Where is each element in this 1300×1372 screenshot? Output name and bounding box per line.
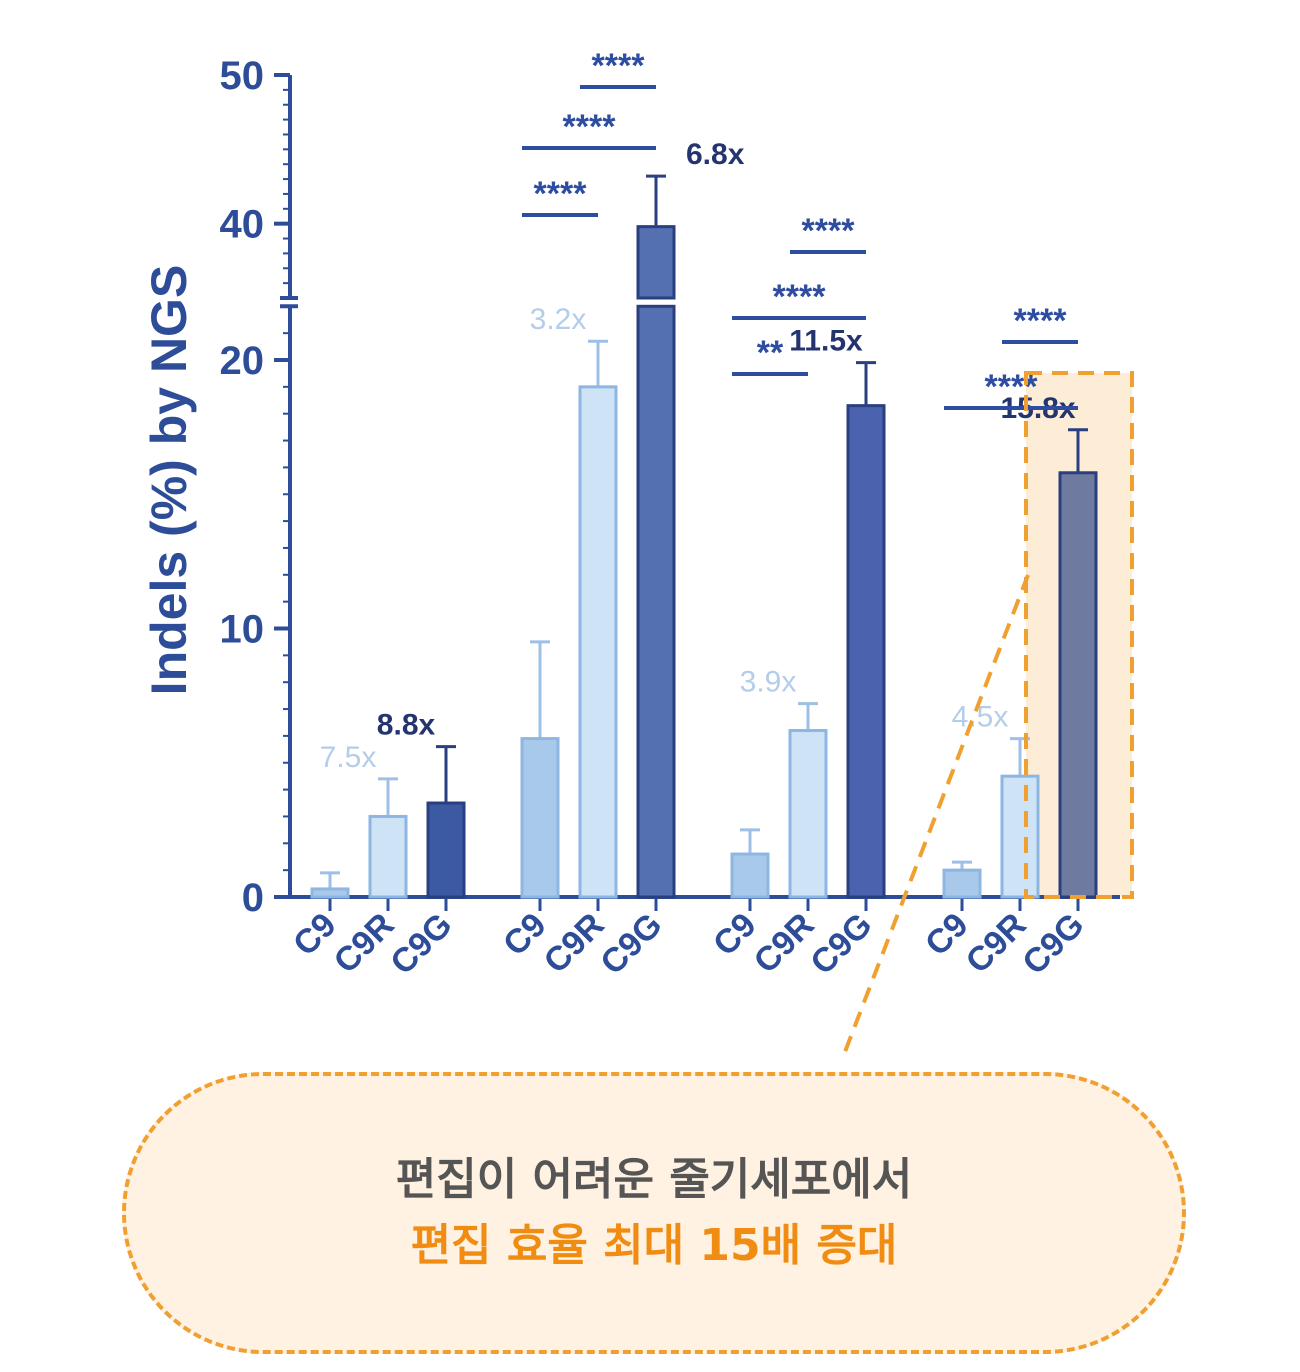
fold-label: 6.8x <box>686 138 745 171</box>
bar-c9 <box>310 887 350 899</box>
y-tick-label: 0 <box>242 876 264 920</box>
y-tick-label: 20 <box>220 339 265 383</box>
x-category-label: C9G <box>593 906 669 982</box>
bar-c9g <box>1058 471 1098 899</box>
bar-c9g <box>426 801 466 899</box>
bar-c9r <box>788 729 828 899</box>
fold-label: 3.2x <box>530 303 587 336</box>
y-tick-label: 10 <box>220 608 265 652</box>
x-category-label: C9G <box>383 906 459 982</box>
significance-label: **** <box>1014 302 1068 340</box>
significance-label: ** <box>757 334 784 372</box>
significance-label: **** <box>534 175 588 213</box>
bar-c9g-lower <box>636 304 676 899</box>
x-category-label: C9G <box>803 906 879 982</box>
bar-c9 <box>520 737 560 899</box>
callout-line2: 편집 효율 최대 15배 증대 <box>410 1220 898 1271</box>
x-category-label: C9R <box>537 906 612 981</box>
fold-label: 4.5x <box>952 701 1009 734</box>
fold-label: 7.5x <box>320 741 377 774</box>
x-category-label: C9R <box>327 906 402 981</box>
highlight-box <box>1024 371 1134 899</box>
x-category-label: C9R <box>747 906 822 981</box>
bar-c9r <box>1000 774 1040 899</box>
significance-label: **** <box>563 108 617 146</box>
bar-c9r <box>578 385 618 899</box>
x-category-label: C9R <box>959 906 1034 981</box>
bar-c9 <box>942 868 982 899</box>
y-axis-label: Indels (%) by NGS <box>141 265 197 696</box>
x-category-label: C9G <box>1015 906 1091 982</box>
bar-c9g-upper <box>636 225 676 300</box>
bar-c9r <box>368 814 408 899</box>
fold-label: 11.5x <box>789 325 863 358</box>
y-tick-label: 40 <box>220 203 265 247</box>
significance-label: **** <box>802 212 856 250</box>
highlight-connector <box>839 574 1030 1060</box>
fold-label: 3.9x <box>740 666 797 699</box>
callout-box: 편집이 어려운 줄기세포에서 편집 효율 최대 15배 증대 <box>122 1072 1186 1354</box>
bar-c9g <box>846 404 886 899</box>
significance-label: **** <box>592 47 646 85</box>
fold-label: 8.8x <box>377 709 436 742</box>
callout-line1: 편집이 어려운 줄기세포에서 <box>395 1154 913 1205</box>
significance-label: **** <box>773 278 827 316</box>
bar-c9 <box>730 852 770 899</box>
y-tick-label: 50 <box>220 54 265 98</box>
